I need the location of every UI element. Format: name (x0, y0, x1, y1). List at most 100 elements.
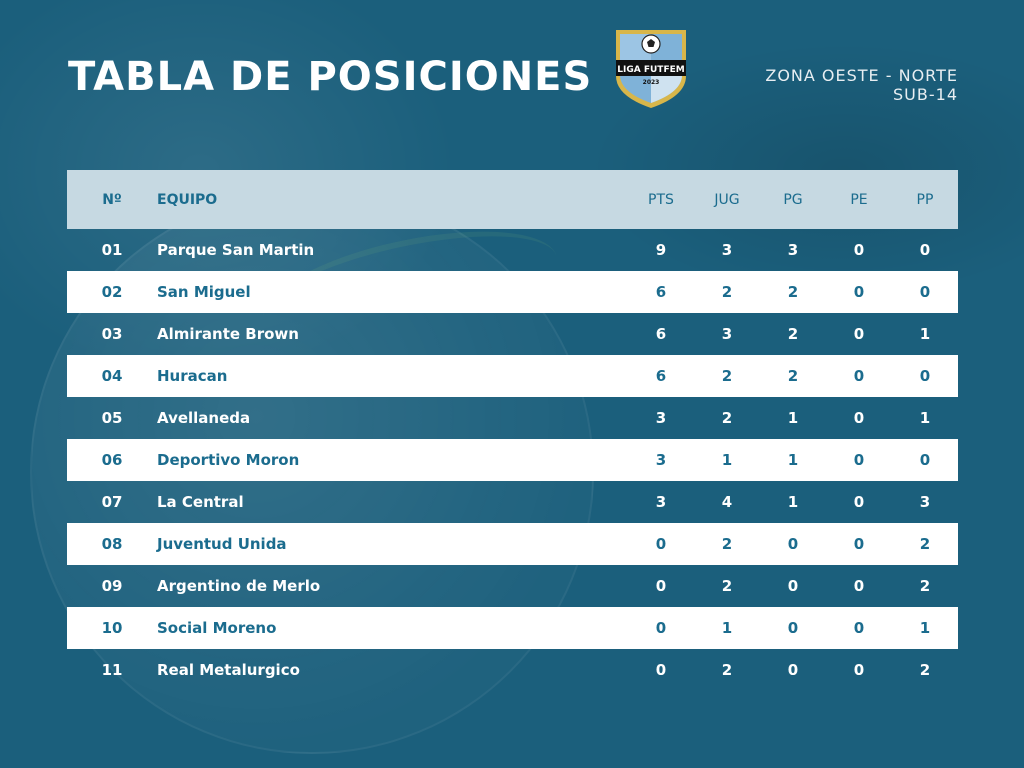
won-cell: 1 (787, 409, 799, 427)
table-row: 04 Huracan 6 2 2 0 0 (67, 355, 958, 397)
drawn-cell: 0 (853, 283, 865, 301)
page-title: TABLA DE POSICIONES (68, 54, 593, 100)
position-cell: 04 (101, 367, 123, 385)
position-cell: 09 (101, 577, 123, 595)
column-header-pts: PTS (648, 191, 674, 208)
position-cell: 06 (101, 451, 123, 469)
team-name-cell: La Central (157, 493, 244, 511)
drawn-cell: 0 (853, 409, 865, 427)
won-cell: 0 (787, 619, 799, 637)
category-label: SUB-14 (893, 85, 958, 104)
drawn-cell: 0 (853, 325, 865, 343)
position-cell: 02 (101, 283, 123, 301)
played-cell: 2 (721, 367, 733, 385)
played-cell: 3 (721, 325, 733, 343)
lost-cell: 1 (919, 325, 931, 343)
drawn-cell: 0 (853, 367, 865, 385)
played-cell: 2 (721, 409, 733, 427)
table-row: 10 Social Moreno 0 1 0 0 1 (67, 607, 958, 649)
drawn-cell: 0 (853, 619, 865, 637)
position-cell: 07 (101, 493, 123, 511)
won-cell: 1 (787, 493, 799, 511)
played-cell: 2 (721, 283, 733, 301)
points-cell: 9 (655, 241, 667, 259)
column-header-pp: PP (916, 191, 934, 208)
column-header-pg: PG (783, 191, 803, 208)
lost-cell: 0 (919, 367, 931, 385)
team-name-cell: Real Metalurgico (157, 661, 300, 679)
position-cell: 01 (101, 241, 123, 259)
position-cell: 08 (101, 535, 123, 553)
logo-text: LIGA FUTFEM (617, 65, 684, 75)
points-cell: 6 (655, 367, 667, 385)
zone-label: ZONA OESTE - NORTE SUB-14 (765, 66, 958, 104)
table-row: 01 Parque San Martin 9 3 3 0 0 (67, 229, 958, 271)
drawn-cell: 0 (853, 661, 865, 679)
played-cell: 2 (721, 661, 733, 679)
played-cell: 1 (721, 451, 733, 469)
team-name-cell: Huracan (157, 367, 228, 385)
won-cell: 0 (787, 535, 799, 553)
zone-name: ZONA OESTE - NORTE (765, 66, 958, 85)
points-cell: 6 (655, 325, 667, 343)
table-row: 09 Argentino de Merlo 0 2 0 0 2 (67, 565, 958, 607)
drawn-cell: 0 (853, 241, 865, 259)
won-cell: 0 (787, 577, 799, 595)
lost-cell: 1 (919, 619, 931, 637)
lost-cell: 1 (919, 409, 931, 427)
column-header-pe: PE (850, 191, 868, 208)
drawn-cell: 0 (853, 577, 865, 595)
points-cell: 3 (655, 409, 667, 427)
played-cell: 1 (721, 619, 733, 637)
team-name-cell: Deportivo Moron (157, 451, 300, 469)
played-cell: 4 (721, 493, 733, 511)
points-cell: 3 (655, 451, 667, 469)
column-header-team: EQUIPO (157, 191, 218, 208)
points-cell: 0 (655, 535, 667, 553)
won-cell: 1 (787, 451, 799, 469)
table-row: 05 Avellaneda 3 2 1 0 1 (67, 397, 958, 439)
position-cell: 05 (101, 409, 123, 427)
won-cell: 2 (787, 283, 799, 301)
lost-cell: 0 (919, 283, 931, 301)
points-cell: 6 (655, 283, 667, 301)
played-cell: 2 (721, 577, 733, 595)
lost-cell: 2 (919, 535, 931, 553)
team-name-cell: San Miguel (157, 283, 251, 301)
lost-cell: 0 (919, 451, 931, 469)
team-name-cell: Almirante Brown (157, 325, 299, 343)
position-cell: 11 (101, 661, 123, 679)
lost-cell: 0 (919, 241, 931, 259)
played-cell: 2 (721, 535, 733, 553)
table-row: 08 Juventud Unida 0 2 0 0 2 (67, 523, 958, 565)
lost-cell: 2 (919, 661, 931, 679)
drawn-cell: 0 (853, 493, 865, 511)
drawn-cell: 0 (853, 451, 865, 469)
column-header-number: Nº (102, 191, 122, 208)
position-cell: 03 (101, 325, 123, 343)
lost-cell: 2 (919, 577, 931, 595)
team-name-cell: Avellaneda (157, 409, 251, 427)
team-name-cell: Parque San Martin (157, 241, 315, 259)
team-name-cell: Argentino de Merlo (157, 577, 321, 595)
won-cell: 2 (787, 325, 799, 343)
table-row: 06 Deportivo Moron 3 1 1 0 0 (67, 439, 958, 481)
table-header: Nº EQUIPO PTS JUG PG PE PP (67, 170, 958, 229)
standings-table: Nº EQUIPO PTS JUG PG PE PP 01 Parque San … (67, 170, 958, 691)
table-row: 03 Almirante Brown 6 3 2 0 1 (67, 313, 958, 355)
points-cell: 0 (655, 577, 667, 595)
team-name-cell: Social Moreno (157, 619, 277, 637)
table-row: 02 San Miguel 6 2 2 0 0 (67, 271, 958, 313)
table-row: 07 La Central 3 4 1 0 3 (67, 481, 958, 523)
played-cell: 3 (721, 241, 733, 259)
liga-futfem-logo: LIGA FUTFEM 2023 (616, 30, 686, 108)
points-cell: 0 (655, 661, 667, 679)
column-header-jug: JUG (714, 191, 740, 208)
won-cell: 2 (787, 367, 799, 385)
points-cell: 3 (655, 493, 667, 511)
won-cell: 0 (787, 661, 799, 679)
points-cell: 0 (655, 619, 667, 637)
team-name-cell: Juventud Unida (157, 535, 287, 553)
table-row: 11 Real Metalurgico 0 2 0 0 2 (67, 649, 958, 691)
logo-year: 2023 (643, 79, 660, 86)
